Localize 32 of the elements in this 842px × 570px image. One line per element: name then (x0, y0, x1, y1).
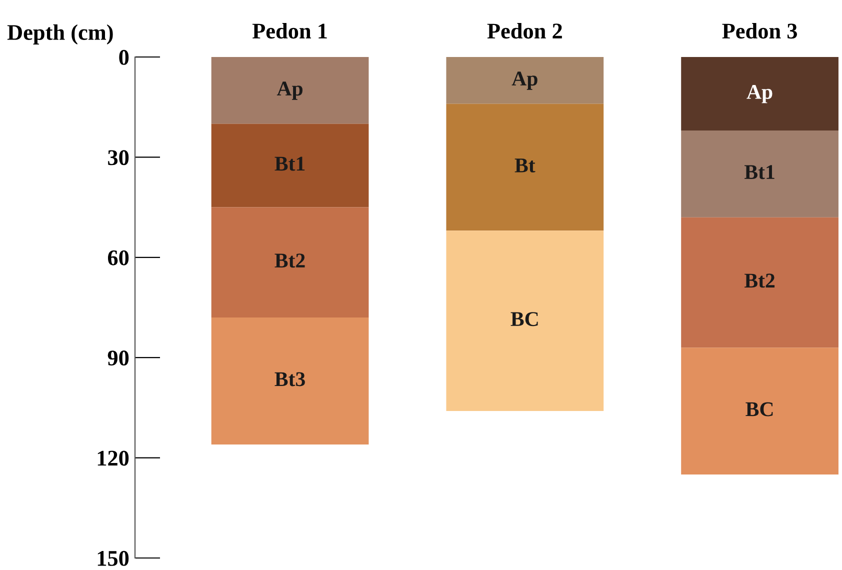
data-label: Bt (514, 158, 536, 172)
data-label: Bt1 (274, 156, 305, 171)
bar (211, 57, 369, 124)
data-label: Bt2 (744, 274, 775, 288)
y-tick-label: 30 (108, 150, 129, 166)
x-tick-label: Pedon 2 (487, 22, 562, 39)
bar (681, 348, 838, 474)
data-label: Bt1 (744, 165, 774, 180)
bar (681, 130, 838, 218)
data-label: Ap (746, 84, 772, 104)
bar (681, 217, 838, 348)
y-tick-label: 0 (119, 50, 129, 65)
bar (446, 57, 604, 104)
data-label: BC (746, 402, 773, 416)
bar (446, 230, 604, 412)
data-label: Ap (276, 82, 302, 100)
bar (211, 124, 369, 208)
bar (211, 207, 369, 318)
data-label: Bt3 (274, 372, 305, 386)
data-label: Ap (512, 72, 538, 90)
y-tick-label: 120 (98, 450, 129, 466)
y-tick-label: 60 (108, 250, 129, 266)
x-tick-label: Pedon 3 (722, 22, 797, 39)
bar (446, 104, 604, 231)
y-tick-label: 90 (108, 350, 129, 366)
bar (681, 57, 838, 130)
data-label: BC (510, 312, 538, 326)
y-tick-label: 150 (98, 550, 129, 566)
bar (211, 318, 369, 444)
y-axis-title: Depth (cm) (7, 24, 113, 44)
x-tick-label: Pedon 1 (252, 22, 327, 39)
data-label: Bt2 (274, 254, 305, 268)
